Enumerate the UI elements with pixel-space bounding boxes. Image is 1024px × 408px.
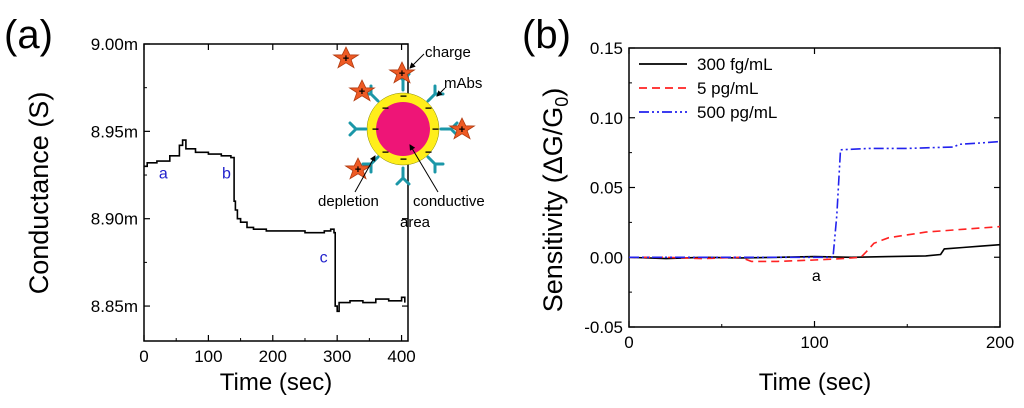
mabs-arrow	[436, 87, 446, 97]
panel-b-series	[628, 140, 1001, 263]
y-tick-label: 8.95m	[91, 122, 138, 141]
x-tick-label: 200	[986, 333, 1014, 352]
y-tick-label: 0.05	[590, 179, 623, 198]
minus-sign: −	[425, 101, 432, 115]
inset-schematic: − − − − − − − −	[318, 44, 485, 231]
charge-label: charge	[425, 44, 471, 61]
minus-sign: −	[425, 145, 432, 159]
panel-a-annotations: a b c	[159, 166, 328, 267]
conductive-arrow	[409, 144, 439, 193]
minus-sign: −	[382, 145, 389, 159]
x-tick-label: 400	[387, 347, 415, 366]
charge-symbols: − − − − − − − −	[372, 89, 439, 166]
panel-a-ticks: 0 100 200 300 400 8.85m 8.90m 8.95m 9.00m	[91, 35, 416, 366]
depletion-label: depletion	[318, 193, 379, 210]
panel-b-ylabel: Sensitivity (ΔG/G0)	[538, 88, 572, 313]
antibody-icon	[395, 166, 411, 186]
annotation-label: c	[320, 249, 328, 266]
antibody-icon	[348, 121, 368, 137]
inset-labels: charge mAbs depletion area conductive	[318, 44, 485, 231]
annotation-label: b	[222, 166, 231, 183]
antibody-icon	[426, 155, 445, 174]
legend-label: 300 fg/mL	[697, 55, 773, 74]
ylabel-subscript: 0	[552, 97, 572, 107]
annotation-label: a	[159, 166, 168, 183]
conductive-core	[376, 102, 430, 156]
series-line-2	[629, 140, 1001, 259]
antigen-star-icon	[344, 157, 372, 180]
minus-sign: −	[372, 122, 379, 136]
plus-sign: +	[343, 53, 349, 65]
y-tick-label: 0.10	[590, 109, 623, 128]
area-label: area	[400, 214, 431, 231]
x-tick-label: 100	[194, 347, 222, 366]
depletion-arrow	[354, 155, 376, 193]
panel-a-ylabel: Conductance (S)	[24, 92, 54, 295]
panel-b-annotations: a	[812, 268, 821, 285]
minus-sign: −	[432, 122, 439, 136]
antigen-star-icon	[332, 46, 360, 69]
minus-sign: −	[400, 89, 407, 103]
ylabel-main: Sensitivity (ΔG/G	[538, 107, 568, 313]
panel-a-series	[144, 139, 406, 313]
y-tick-label: 8.90m	[91, 210, 138, 229]
charge-arrow	[409, 53, 425, 69]
x-tick-label: 300	[323, 347, 351, 366]
x-tick-label: 200	[259, 347, 287, 366]
antigen-plus-signs: + + + + +	[343, 53, 465, 176]
plus-sign: +	[359, 86, 365, 98]
panel-a: (a) 0 100 200 300 400 8.85m 8.90m 8.95m 9.00m a b…	[4, 13, 485, 396]
panel-b-frame	[628, 47, 1001, 328]
panel-a-xlabel: Time (sec)	[220, 369, 332, 396]
plus-sign: +	[355, 164, 361, 176]
legend-label: 500 pg/mL	[697, 103, 777, 122]
series-line-0	[144, 139, 406, 313]
inset-arrows	[354, 53, 446, 193]
panel-b-xlabel: Time (sec)	[759, 369, 871, 396]
minus-sign: −	[400, 152, 407, 166]
plus-sign: +	[399, 68, 405, 80]
antigen-star-icon	[348, 79, 376, 102]
antigens	[332, 46, 476, 180]
series-line-1	[629, 225, 1001, 263]
panel-b-ticks: 0 100 200 -0.05 0.00 0.05 0.10 0.15	[584, 39, 1014, 352]
antigen-star-icon	[388, 61, 416, 84]
panel-b-legend: 300 fg/mL 5 pg/mL 500 pg/mL	[639, 55, 777, 122]
panel-b-label: (b)	[522, 13, 571, 57]
y-tick-label: -0.05	[584, 318, 623, 337]
antigen-star-icon	[448, 117, 476, 140]
x-tick-label: 100	[800, 333, 828, 352]
panel-a-frame	[143, 43, 409, 342]
x-tick-label: 0	[139, 347, 148, 366]
y-tick-label: 9.00m	[91, 35, 138, 54]
plus-sign: +	[459, 124, 465, 136]
legend-label: 5 pg/mL	[697, 79, 758, 98]
conductive-label: conductive	[413, 193, 485, 210]
annotation-label: a	[812, 268, 821, 285]
x-tick-label: 0	[624, 333, 633, 352]
panel-a-label: (a)	[4, 13, 53, 57]
panel-b: (b) 0 100 200 -0.05 0.00 0.05 0.10 0.15 a 300 f…	[522, 13, 1014, 396]
mabs-label: mAbs	[444, 75, 482, 92]
y-tick-label: 8.85m	[91, 297, 138, 316]
ylabel-close: )	[538, 88, 568, 97]
series-line-0	[628, 243, 1001, 260]
y-tick-label: 0.15	[590, 39, 623, 58]
y-tick-label: 0.00	[590, 248, 623, 267]
antibody-icon	[426, 84, 445, 103]
minus-sign: −	[382, 101, 389, 115]
